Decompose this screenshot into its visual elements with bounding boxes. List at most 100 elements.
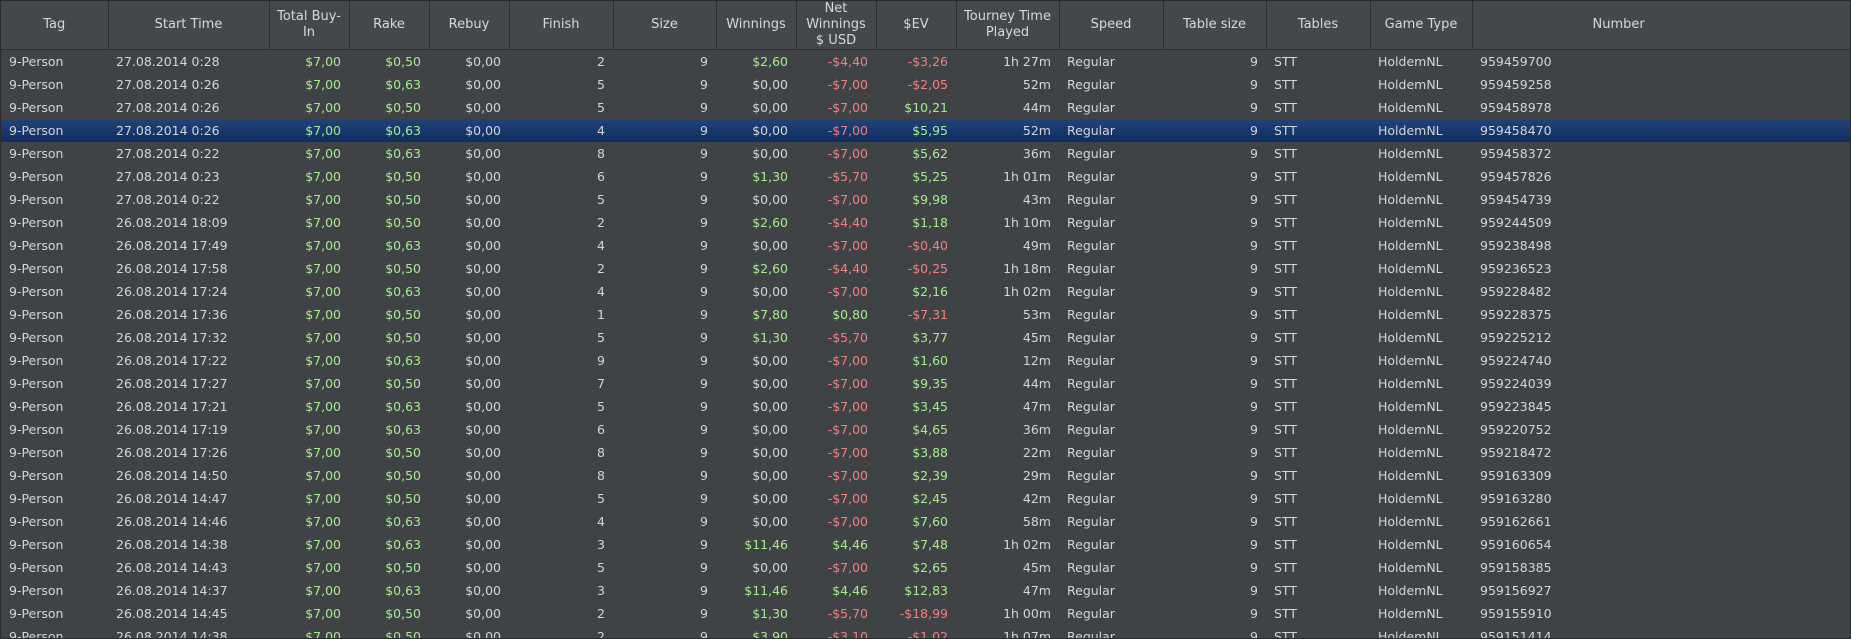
table-row[interactable]: 9-Person 26.08.2014 17:32 $7,00 $0,50 $0,00 5…	[1, 326, 1850, 349]
cell-finish: 4	[597, 284, 605, 299]
col-header-size[interactable]: Size	[613, 1, 717, 50]
cell-ev: $10,21	[904, 100, 948, 115]
col-header-start-time[interactable]: Start Time	[108, 1, 270, 50]
col-header-rebuy[interactable]: Rebuy	[429, 1, 510, 50]
table-row[interactable]: 9-Person 26.08.2014 17:21 $7,00 $0,63 $0,00 5…	[1, 395, 1850, 418]
cell-rake: $0,63	[385, 583, 421, 598]
cell-finish: 5	[597, 100, 605, 115]
table-row[interactable]: 9-Person 26.08.2014 17:27 $7,00 $0,50 $0,00 7…	[1, 372, 1850, 395]
cell-ev: $3,45	[912, 399, 948, 414]
cell-net-winnings: -$4,40	[827, 261, 868, 276]
cell-tables: STT	[1274, 606, 1297, 621]
cell-tourney-time: 44m	[1022, 376, 1051, 391]
cell-size: 9	[700, 261, 708, 276]
col-header-tables[interactable]: Tables	[1266, 1, 1371, 50]
cell-finish: 5	[597, 491, 605, 506]
cell-total-buy-in: $7,00	[305, 560, 341, 575]
cell-start-time: 26.08.2014 17:27	[116, 376, 228, 391]
table-row[interactable]: 9-Person 26.08.2014 14:43 $7,00 $0,50 $0,00 5…	[1, 556, 1850, 579]
cell-total-buy-in: $7,00	[305, 583, 341, 598]
cell-size: 9	[700, 445, 708, 460]
cell-net-winnings: -$5,70	[827, 330, 868, 345]
table-row[interactable]: 9-Person 27.08.2014 0:26 $7,00 $0,63 $0,00 5 9…	[1, 73, 1850, 96]
cell-size: 9	[700, 307, 708, 322]
cell-tables: STT	[1274, 123, 1297, 138]
cell-tag: 9-Person	[9, 238, 64, 253]
col-header-tourney-time[interactable]: Tourney Time Played	[956, 1, 1060, 50]
table-row[interactable]: 9-Person 26.08.2014 14:38 $7,00 $0,50 $0,00 2…	[1, 625, 1850, 639]
cell-table-size: 9	[1250, 629, 1258, 639]
table-row[interactable]: 9-Person 27.08.2014 0:26 $7,00 $0,50 $0,00 5 9…	[1, 96, 1850, 119]
col-header-finish[interactable]: Finish	[509, 1, 614, 50]
col-header-total-buy-in[interactable]: Total Buy-In	[269, 1, 350, 50]
table-row[interactable]: 9-Person 26.08.2014 17:22 $7,00 $0,63 $0,00 9…	[1, 349, 1850, 372]
cell-speed: Regular	[1067, 307, 1115, 322]
cell-finish: 2	[597, 606, 605, 621]
table-row[interactable]: 9-Person 26.08.2014 18:09 $7,00 $0,50 $0,00 2…	[1, 211, 1850, 234]
cell-rake: $0,50	[385, 491, 421, 506]
cell-game-type: HoldemNL	[1378, 307, 1443, 322]
col-header-tag[interactable]: Tag	[1, 1, 109, 50]
cell-winnings: $2,60	[752, 261, 788, 276]
table-row[interactable]: 9-Person 26.08.2014 17:49 $7,00 $0,63 $0,00 4…	[1, 234, 1850, 257]
cell-tourney-time: 12m	[1022, 353, 1051, 368]
cell-start-time: 27.08.2014 0:26	[116, 77, 220, 92]
cell-tables: STT	[1274, 284, 1297, 299]
table-row[interactable]: 9-Person 27.08.2014 0:22 $7,00 $0,63 $0,00 8 9…	[1, 142, 1850, 165]
cell-tag: 9-Person	[9, 215, 64, 230]
cell-start-time: 27.08.2014 0:22	[116, 146, 220, 161]
table-row[interactable]: 9-Person 26.08.2014 17:24 $7,00 $0,63 $0,00 4…	[1, 280, 1850, 303]
col-header-net-winnings[interactable]: Net Winnings $ USD	[796, 1, 877, 50]
cell-rebuy: $0,00	[465, 376, 501, 391]
cell-speed: Regular	[1067, 54, 1115, 69]
cell-finish: 5	[597, 560, 605, 575]
cell-net-winnings: -$7,00	[827, 399, 868, 414]
cell-start-time: 26.08.2014 14:38	[116, 629, 228, 639]
cell-game-type: HoldemNL	[1378, 606, 1443, 621]
cell-ev: -$3,26	[907, 54, 948, 69]
cell-size: 9	[700, 376, 708, 391]
cell-start-time: 26.08.2014 17:32	[116, 330, 228, 345]
cell-tables: STT	[1274, 537, 1297, 552]
col-header-speed[interactable]: Speed	[1059, 1, 1164, 50]
col-header-number[interactable]: Number	[1472, 1, 1850, 50]
col-header-rake[interactable]: Rake	[349, 1, 430, 50]
cell-table-size: 9	[1250, 399, 1258, 414]
cell-speed: Regular	[1067, 491, 1115, 506]
table-row[interactable]: 9-Person 27.08.2014 0:28 $7,00 $0,50 $0,00 2 9…	[1, 49, 1850, 73]
cell-net-winnings: -$7,00	[827, 422, 868, 437]
table-row[interactable]: 9-Person 27.08.2014 0:26 $7,00 $0,63 $0,00 4 9…	[1, 119, 1850, 142]
table-row[interactable]: 9-Person 26.08.2014 14:38 $7,00 $0,63 $0,00 3…	[1, 533, 1850, 556]
cell-table-size: 9	[1250, 77, 1258, 92]
table-row[interactable]: 9-Person 26.08.2014 14:45 $7,00 $0,50 $0,00 2…	[1, 602, 1850, 625]
table-row[interactable]: 9-Person 27.08.2014 0:22 $7,00 $0,50 $0,00 5 9…	[1, 188, 1850, 211]
col-header-winnings[interactable]: Winnings	[716, 1, 797, 50]
table-row[interactable]: 9-Person 26.08.2014 17:26 $7,00 $0,50 $0,00 8…	[1, 441, 1850, 464]
cell-rake: $0,50	[385, 330, 421, 345]
table-row[interactable]: 9-Person 26.08.2014 17:58 $7,00 $0,50 $0,00 2…	[1, 257, 1850, 280]
col-header-game-type[interactable]: Game Type	[1370, 1, 1473, 50]
col-header-table-size[interactable]: Table size	[1163, 1, 1267, 50]
col-header-ev[interactable]: $EV	[876, 1, 957, 50]
cell-rake: $0,63	[385, 238, 421, 253]
cell-tourney-time: 1h 02m	[1003, 284, 1051, 299]
cell-table-size: 9	[1250, 261, 1258, 276]
cell-start-time: 26.08.2014 17:49	[116, 238, 228, 253]
cell-ev: $2,45	[912, 491, 948, 506]
table-row[interactable]: 9-Person 26.08.2014 14:46 $7,00 $0,63 $0,00 4…	[1, 510, 1850, 533]
table-row[interactable]: 9-Person 27.08.2014 0:23 $7,00 $0,50 $0,00 6 9…	[1, 165, 1850, 188]
table-row[interactable]: 9-Person 26.08.2014 14:37 $7,00 $0,63 $0,00 3…	[1, 579, 1850, 602]
cell-size: 9	[700, 146, 708, 161]
table-row[interactable]: 9-Person 26.08.2014 17:19 $7,00 $0,63 $0,00 6…	[1, 418, 1850, 441]
cell-rake: $0,50	[385, 192, 421, 207]
cell-ev: $9,98	[912, 192, 948, 207]
table-row[interactable]: 9-Person 26.08.2014 14:47 $7,00 $0,50 $0,00 5…	[1, 487, 1850, 510]
cell-total-buy-in: $7,00	[305, 192, 341, 207]
cell-winnings: $0,00	[752, 353, 788, 368]
table-row[interactable]: 9-Person 26.08.2014 17:36 $7,00 $0,50 $0,00 1…	[1, 303, 1850, 326]
cell-rake: $0,50	[385, 560, 421, 575]
table-row[interactable]: 9-Person 26.08.2014 14:50 $7,00 $0,50 $0,00 8…	[1, 464, 1850, 487]
cell-rebuy: $0,00	[465, 169, 501, 184]
cell-game-type: HoldemNL	[1378, 54, 1443, 69]
